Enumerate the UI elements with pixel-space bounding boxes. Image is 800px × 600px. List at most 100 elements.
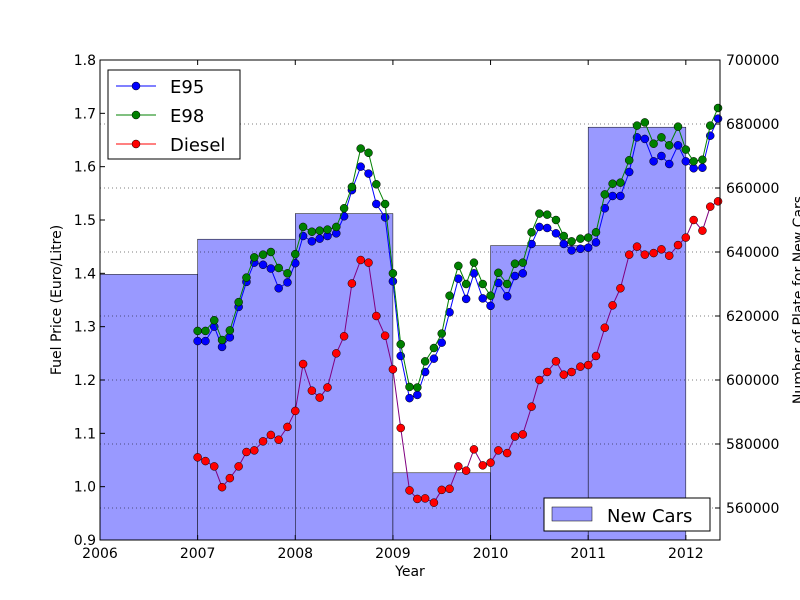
point-e98-31 [445,291,454,300]
y-axis-right-label: Number of Plate for New Cars [791,196,800,404]
point-e95-41 [527,239,536,249]
legend-e98-marker [131,110,141,120]
point-e98-24 [388,269,398,278]
point-e98-20 [356,144,365,153]
point-diesel-53 [624,250,634,259]
point-e98-46 [567,237,576,246]
legend-e98-label: E98 [170,106,204,127]
price-lines [193,103,723,507]
point-e98-26 [405,382,414,392]
point-e95-45 [559,239,569,249]
point-diesel-9 [266,430,276,440]
point-e95-50 [600,204,610,213]
point-e95-11 [283,278,292,287]
point-diesel-56 [649,248,658,258]
y-axis-left-label: Fuel Price (Euro/Litre) [49,225,65,375]
point-e95-26 [405,393,414,403]
point-e98-51 [608,179,617,188]
point-e98-42 [535,209,544,218]
point-diesel-41 [527,402,536,411]
point-e95-38 [502,292,512,301]
y-right-tick-label-0: 560000 [726,501,779,517]
point-diesel-36 [486,458,495,467]
x-tick-label-3: 2009 [375,546,411,562]
point-e95-57 [657,151,666,161]
point-diesel-59 [673,240,683,250]
point-e95-40 [518,269,528,278]
point-e98-17 [332,222,341,232]
legend-e95-marker [131,81,141,91]
y-right-tick-label-7: 700000 [726,53,779,69]
point-e95-35 [478,294,487,303]
point-e98-25 [396,340,405,349]
point-e95-59 [673,141,683,150]
point-diesel-10 [274,435,283,444]
y-right-tick-label-6: 680000 [726,117,779,133]
point-e95-24 [388,277,398,286]
x-tick-label-5: 2011 [570,546,606,562]
point-e98-34 [469,258,479,267]
point-diesel-60 [681,233,691,242]
point-diesel-35 [478,461,487,470]
point-e98-30 [437,329,446,338]
point-e98-5 [234,297,243,307]
point-e98-0 [193,326,202,336]
point-e98-15 [315,226,324,235]
point-e95-21 [364,169,373,178]
point-e95-9 [266,264,276,273]
point-diesel-1 [201,456,210,466]
point-diesel-44 [551,357,561,366]
point-diesel-13 [298,359,308,369]
point-e98-48 [583,233,593,242]
point-e98-21 [364,148,373,158]
point-diesel-8 [258,437,268,446]
new-cars-bar-3 [392,472,491,541]
point-e98-9 [266,247,276,257]
point-e95-0 [193,336,202,346]
point-diesel-18 [339,332,349,341]
point-e98-45 [559,231,569,241]
new-cars-bar-4 [490,245,589,541]
point-diesel-62 [698,226,707,235]
point-e98-55 [640,118,650,127]
point-e98-60 [681,145,691,154]
point-e98-59 [673,122,683,131]
legend-new-cars-swatch [551,506,593,522]
point-diesel-28 [420,494,430,503]
point-e95-39 [510,271,520,281]
legend-prices: E95 E98 Diesel [107,69,241,160]
point-e98-38 [502,279,512,289]
axes: 2006 2007 2008 2009 2010 2011 2012 0.9 1.0 1.1 1.2… [74,53,780,562]
y-right-tick-label-1: 580000 [726,437,779,453]
point-diesel-4 [225,473,235,483]
point-e95-18 [339,212,349,221]
point-diesel-47 [576,362,585,371]
point-e98-63 [705,121,715,130]
point-e95-51 [608,191,617,201]
point-e98-12 [291,249,300,259]
point-e98-22 [372,180,381,189]
x-tick-label-6: 2012 [668,546,704,562]
point-diesel-38 [502,448,512,458]
point-e95-44 [551,229,561,238]
y-left-tick-label-1: 1.0 [74,480,96,496]
point-e95-64 [713,114,723,123]
point-diesel-11 [283,422,292,432]
x-axis-label: Year [394,564,425,580]
x-tick-label-0: 2006 [82,546,118,562]
point-diesel-48 [583,360,593,370]
point-e98-4 [225,326,235,335]
y-right-tick-label-3: 620000 [726,309,779,325]
y-left-tick-label-8: 1.7 [74,106,96,122]
point-e98-6 [242,273,251,282]
point-diesel-40 [518,430,528,439]
point-diesel-46 [567,367,576,377]
point-diesel-43 [542,367,552,377]
plot-frame [99,59,721,541]
point-e95-37 [494,278,503,288]
point-diesel-30 [437,485,446,495]
point-e98-18 [339,204,349,213]
point-diesel-23 [380,331,390,340]
y-right-tick-label-2: 600000 [726,373,779,389]
